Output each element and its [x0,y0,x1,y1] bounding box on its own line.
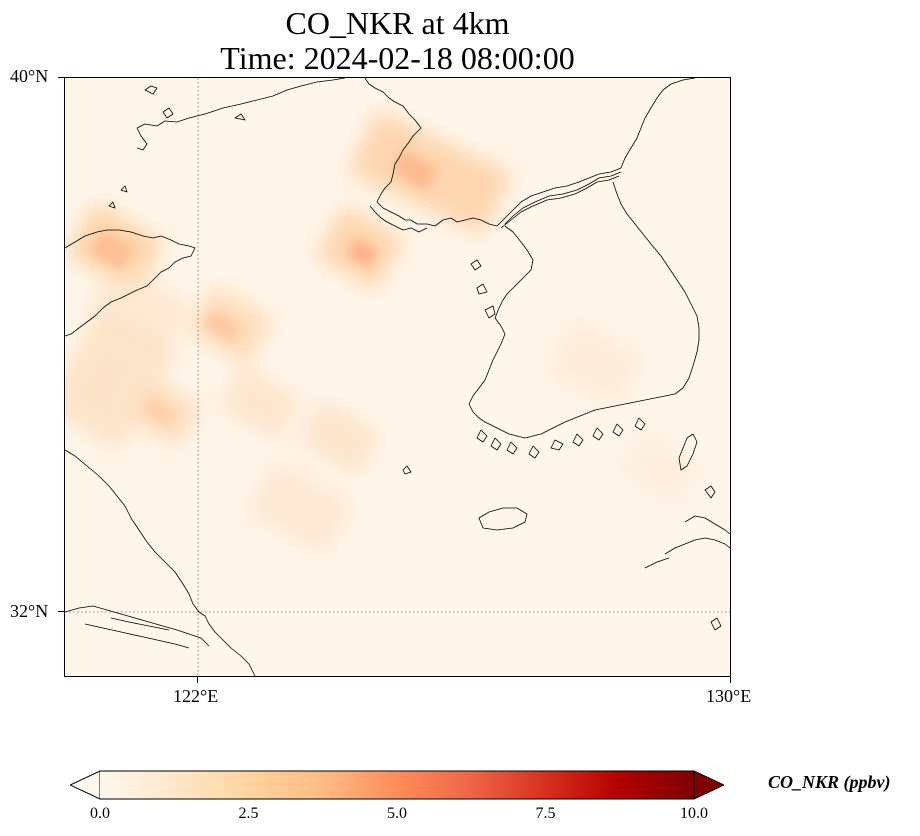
lat-tick-32N [58,611,64,612]
lon-tick-122E [197,677,198,683]
lat-tick-label-32N: 32°N [10,601,49,621]
colorbar-tick-1: 2.5 [238,805,259,822]
map-title: CO_NKR at 4km [285,5,510,41]
colorbar-max-extend [693,770,724,800]
gridlines [65,78,730,676]
jeju-island [478,507,528,531]
lon-tick-130E [730,677,731,683]
colorbar-bar [100,771,694,799]
colorbar-tick-4: 10.0 [680,805,708,822]
map-time-title: Time: 2024-02-18 08:00:00 [220,40,575,76]
colorbar-min-extend [70,770,101,800]
map-panel [64,77,731,677]
lat-tick-label-40N: 40°N [10,66,49,86]
concentration-field [65,109,703,557]
lon-tick-label-130E: 130°E [706,686,752,706]
lat-tick-40N [58,77,64,78]
coastlines [65,78,730,676]
colorbar-tick-0: 0.0 [90,805,110,822]
map-svg [65,78,730,676]
colorbar-tick-3: 7.5 [535,805,556,822]
colorbar-tick-2: 5.0 [387,805,407,822]
lon-tick-label-122E: 122°E [173,686,219,706]
colorbar-label: CO_NKR (ppbv) [768,772,891,792]
colorbar [70,770,724,800]
colorbar-outline [100,770,694,800]
